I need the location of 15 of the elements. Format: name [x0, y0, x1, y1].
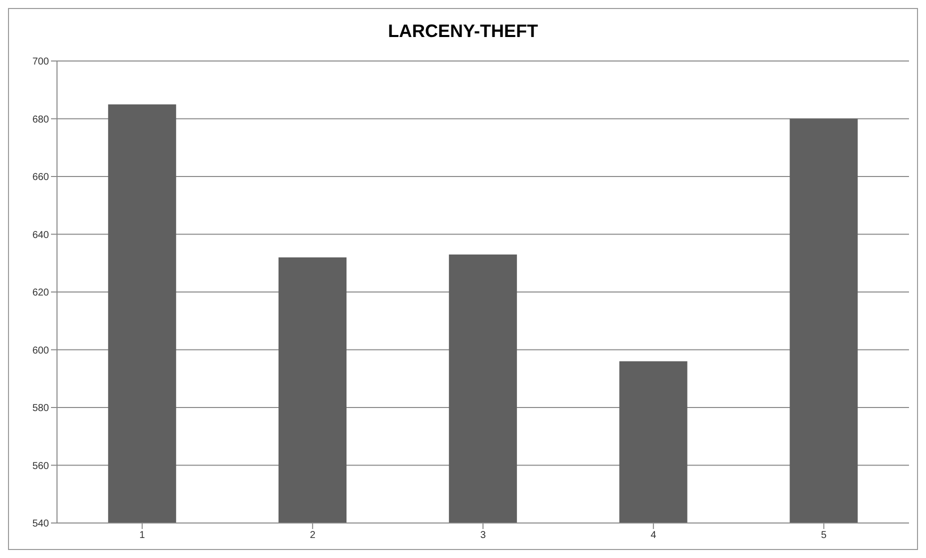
- x-tick-label: 1: [139, 530, 146, 542]
- y-tick-label: 560: [32, 460, 50, 472]
- x-tick-label: 3: [480, 530, 486, 542]
- y-tick-label: 620: [32, 288, 50, 299]
- y-tick-label: 680: [32, 114, 50, 126]
- y-tick-label: 580: [32, 403, 50, 414]
- x-tick-label: 2: [310, 530, 316, 542]
- y-tick-label: 600: [32, 345, 50, 356]
- y-tick-label: 540: [32, 518, 50, 530]
- x-tick-label: 5: [821, 530, 828, 542]
- y-tick-label: 660: [32, 172, 50, 184]
- y-tick-label: 640: [32, 230, 50, 241]
- x-tick-label: 4: [650, 530, 657, 542]
- chart-title: LARCENY-THEFT: [387, 20, 539, 43]
- y-tick-label: 700: [32, 56, 50, 68]
